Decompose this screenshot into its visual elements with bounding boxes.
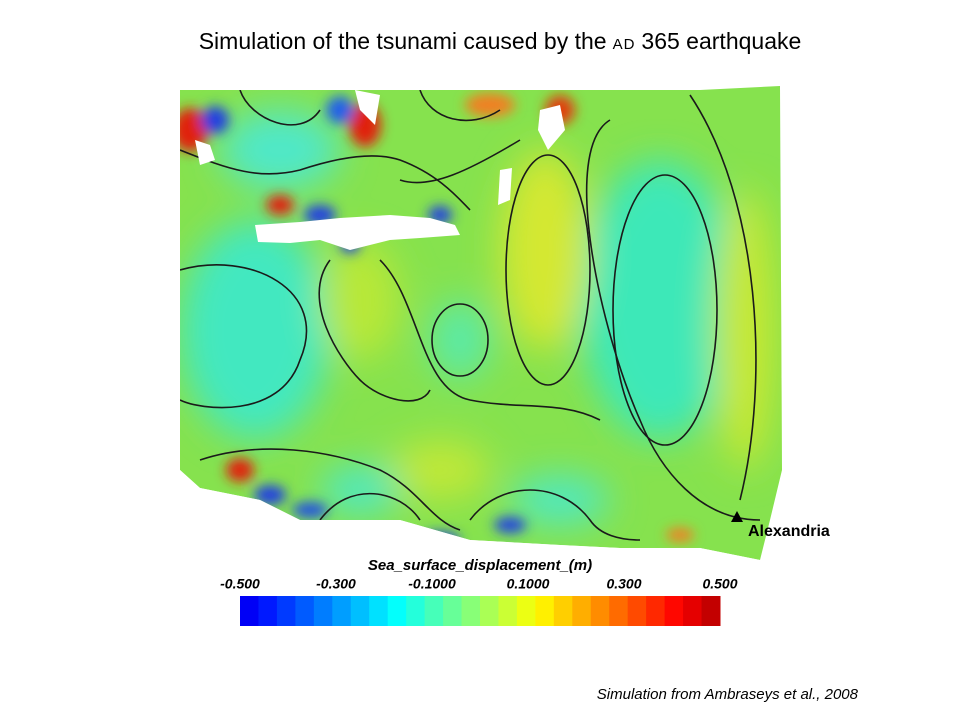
colorbar-tick-label: 0.1000 (507, 576, 550, 592)
colorbar-step (553, 596, 573, 626)
colorbar: -0.500 -0.300 -0.1000 0.1000 0.300 0.500 (220, 576, 738, 626)
credit: Simulation from Ambraseys et al., 2008 (596, 686, 858, 703)
colorbar-step (609, 596, 629, 626)
colorbar-tick-label: 0.500 (702, 576, 737, 592)
colorbar-step (683, 596, 703, 626)
colorbar-step (498, 596, 518, 626)
colorbar-tick-label: 0.300 (606, 576, 641, 592)
colorbar-step (332, 596, 352, 626)
title-text: Simulation of the tsunami caused by the (198, 28, 607, 54)
colorbar-step (480, 596, 499, 626)
land (195, 90, 565, 250)
colorbar-tick-label: -0.300 (316, 576, 356, 592)
colorbar-title: Sea_surface_displacement_(m) (368, 557, 592, 574)
colorbar-step (664, 596, 684, 626)
city-marker (731, 511, 743, 522)
colorbar-step (295, 596, 315, 626)
colorbar-step (350, 596, 370, 626)
city-label: Alexandria (748, 523, 830, 540)
colorbar-step (387, 596, 407, 626)
colorbar-step (461, 596, 481, 626)
title-text: 365 earthquake (641, 28, 802, 54)
title: Simulation of the tsunami caused by the A… (0, 28, 960, 55)
colorbar-step (627, 596, 647, 626)
displacement-field (180, 86, 782, 560)
colorbar-step (572, 596, 592, 626)
colorbar-step (535, 596, 555, 626)
colorbar-step (276, 596, 296, 626)
colorbar-step (406, 596, 426, 626)
colorbar-step (369, 596, 389, 626)
colorbar-step (424, 596, 444, 626)
colorbar-tick-label: -0.500 (220, 576, 260, 592)
colorbar-step (701, 596, 721, 626)
colorbar-step (590, 596, 610, 626)
colorbar-step (443, 596, 463, 626)
colorbar-step (258, 596, 278, 626)
colorbar-step (516, 596, 536, 626)
colorbar-step (646, 596, 666, 626)
title-era: AD (612, 36, 636, 53)
contours (180, 89, 761, 541)
colorbar-step (313, 596, 333, 626)
colorbar-tick-label: -0.1000 (408, 576, 456, 592)
colorbar-step (240, 596, 259, 626)
